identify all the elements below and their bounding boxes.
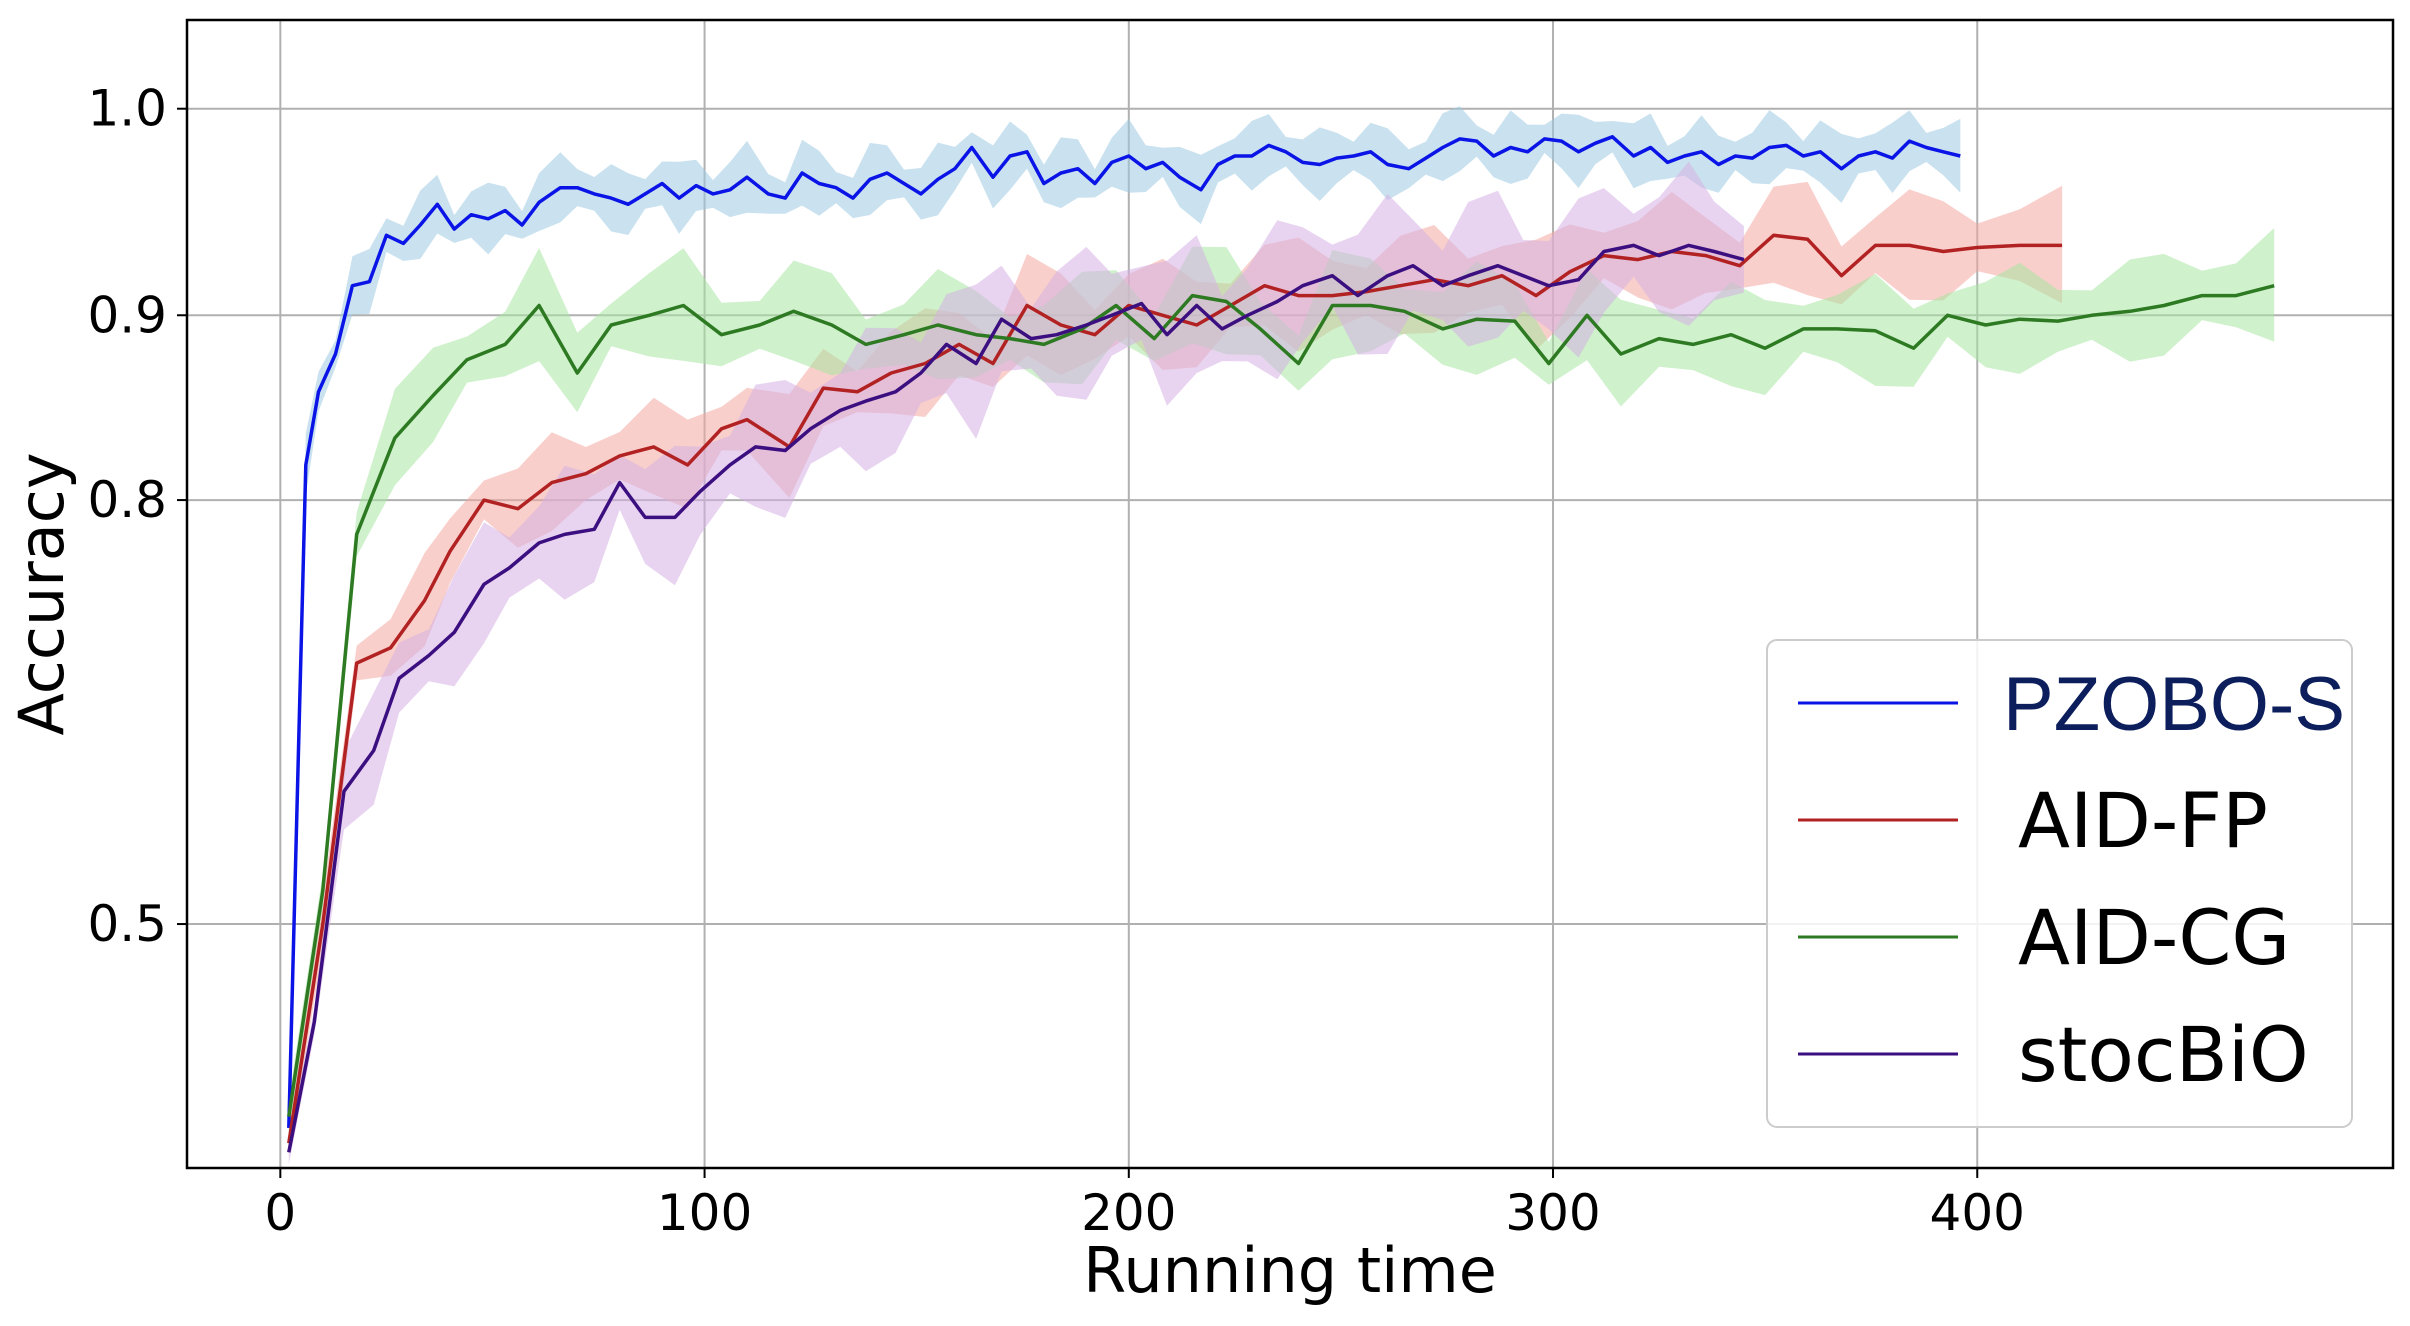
legend: PZOBO-S AID-FP AID-CG stocBiO [1766,639,2353,1128]
y-tick-label: 0.9 [87,286,167,344]
y-axis-label: Accuracy [5,452,78,735]
legend-label-aid-cg: AID-CG [2018,893,2290,982]
series-line-pzobo-s [287,135,1961,1128]
x-axis-label: Running time [1083,1234,1497,1307]
series-line-stocbio [287,243,1745,1153]
ticks: 0 100 200 300 400 0.5 0.8 0.9 1.0 [87,80,2025,1242]
plot-frame [185,18,2395,1170]
y-tick-label: 0.5 [87,895,167,953]
x-tick-label: 100 [657,1184,752,1242]
band-stocbio [288,161,1744,1165]
x-tick-label: 200 [1081,1184,1176,1242]
x-tick-label: 400 [1930,1184,2025,1242]
legend-label-aid-fp: AID-FP [2018,776,2268,865]
x-tick-label: 300 [1505,1184,1600,1242]
legend-box [1766,639,2353,1128]
series-lines [287,135,2275,1153]
legend-label-pzobo-s: PZOBO-S [2003,662,2345,747]
x-tick-label: 0 [264,1184,296,1242]
series-line-aid-fp [287,233,2063,1144]
legend-label-stocbio: stocBiO [2018,1010,2309,1099]
y-tick-label: 1.0 [87,80,167,138]
series-line-aid-cg [287,284,2275,1117]
y-tick-label: 0.8 [87,471,167,529]
